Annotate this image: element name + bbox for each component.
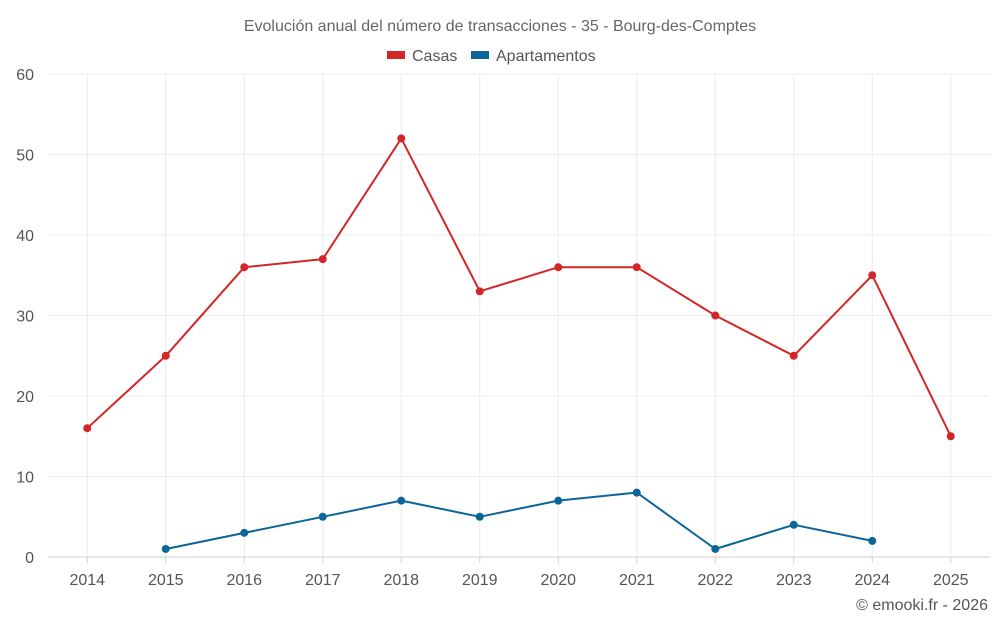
legend-item-apartamentos[interactable]: Apartamentos (471, 48, 596, 65)
data-point-casas[interactable] (161, 351, 170, 360)
credit-text: © emooki.fr - 2026 (856, 597, 988, 614)
data-point-apartamentos[interactable] (475, 512, 484, 521)
x-tick-label: 2015 (148, 572, 184, 589)
data-point-casas[interactable] (632, 263, 641, 272)
x-tick-label: 2023 (776, 572, 812, 589)
legend-label-casas: Casas (412, 48, 457, 65)
y-tick-label: 30 (16, 309, 34, 326)
y-tick-label: 0 (25, 550, 34, 567)
data-point-casas[interactable] (397, 134, 406, 143)
x-tick-label: 2019 (462, 572, 498, 589)
data-point-apartamentos[interactable] (397, 496, 406, 505)
data-point-casas[interactable] (554, 263, 563, 272)
legend-swatch-apartamentos (471, 51, 489, 59)
x-tick-label: 2018 (383, 572, 419, 589)
data-point-apartamentos[interactable] (789, 520, 798, 529)
data-point-casas[interactable] (868, 271, 877, 280)
y-tick-label: 20 (16, 389, 34, 406)
x-tick-label: 2024 (854, 572, 890, 589)
data-point-casas[interactable] (946, 432, 955, 441)
x-tick-label: 2014 (69, 572, 105, 589)
series-line-casas (86, 137, 952, 437)
x-tick-label: 2022 (697, 572, 733, 589)
y-tick-label: 60 (16, 67, 34, 84)
grid (48, 73, 990, 557)
data-point-apartamentos[interactable] (161, 544, 170, 553)
data-point-casas[interactable] (240, 263, 249, 272)
x-tick-label: 2020 (540, 572, 576, 589)
data-point-casas[interactable] (711, 311, 720, 320)
data-point-apartamentos[interactable] (868, 536, 877, 545)
data-point-apartamentos[interactable] (711, 544, 720, 553)
x-tick-label: 2016 (226, 572, 262, 589)
legend-swatch-casas (387, 51, 405, 59)
series-line-apartamentos (165, 491, 873, 550)
y-tick-label: 40 (16, 228, 34, 245)
legend-label-apartamentos: Apartamentos (496, 48, 596, 65)
data-point-casas[interactable] (83, 424, 92, 433)
data-point-casas[interactable] (475, 287, 484, 296)
x-tick-label: 2017 (305, 572, 341, 589)
legend-item-casas[interactable]: Casas (387, 48, 457, 65)
y-tick-label: 50 (16, 148, 34, 165)
data-point-apartamentos[interactable] (554, 496, 563, 505)
chart-title: Evolución anual del número de transaccio… (244, 18, 756, 35)
x-tick-label: 2025 (933, 572, 969, 589)
data-point-apartamentos[interactable] (240, 528, 249, 537)
legend: Casas Apartamentos (387, 48, 596, 65)
y-tick-label: 10 (16, 470, 34, 487)
series (83, 134, 955, 553)
data-point-apartamentos[interactable] (632, 488, 641, 497)
data-point-apartamentos[interactable] (318, 512, 327, 521)
data-point-casas[interactable] (318, 255, 327, 264)
axes: 0 10 20 30 40 50 60 2014 2015 2016 2017 2018 2019 202… (16, 67, 990, 589)
data-point-casas[interactable] (789, 351, 798, 360)
x-tick-label: 2021 (619, 572, 655, 589)
